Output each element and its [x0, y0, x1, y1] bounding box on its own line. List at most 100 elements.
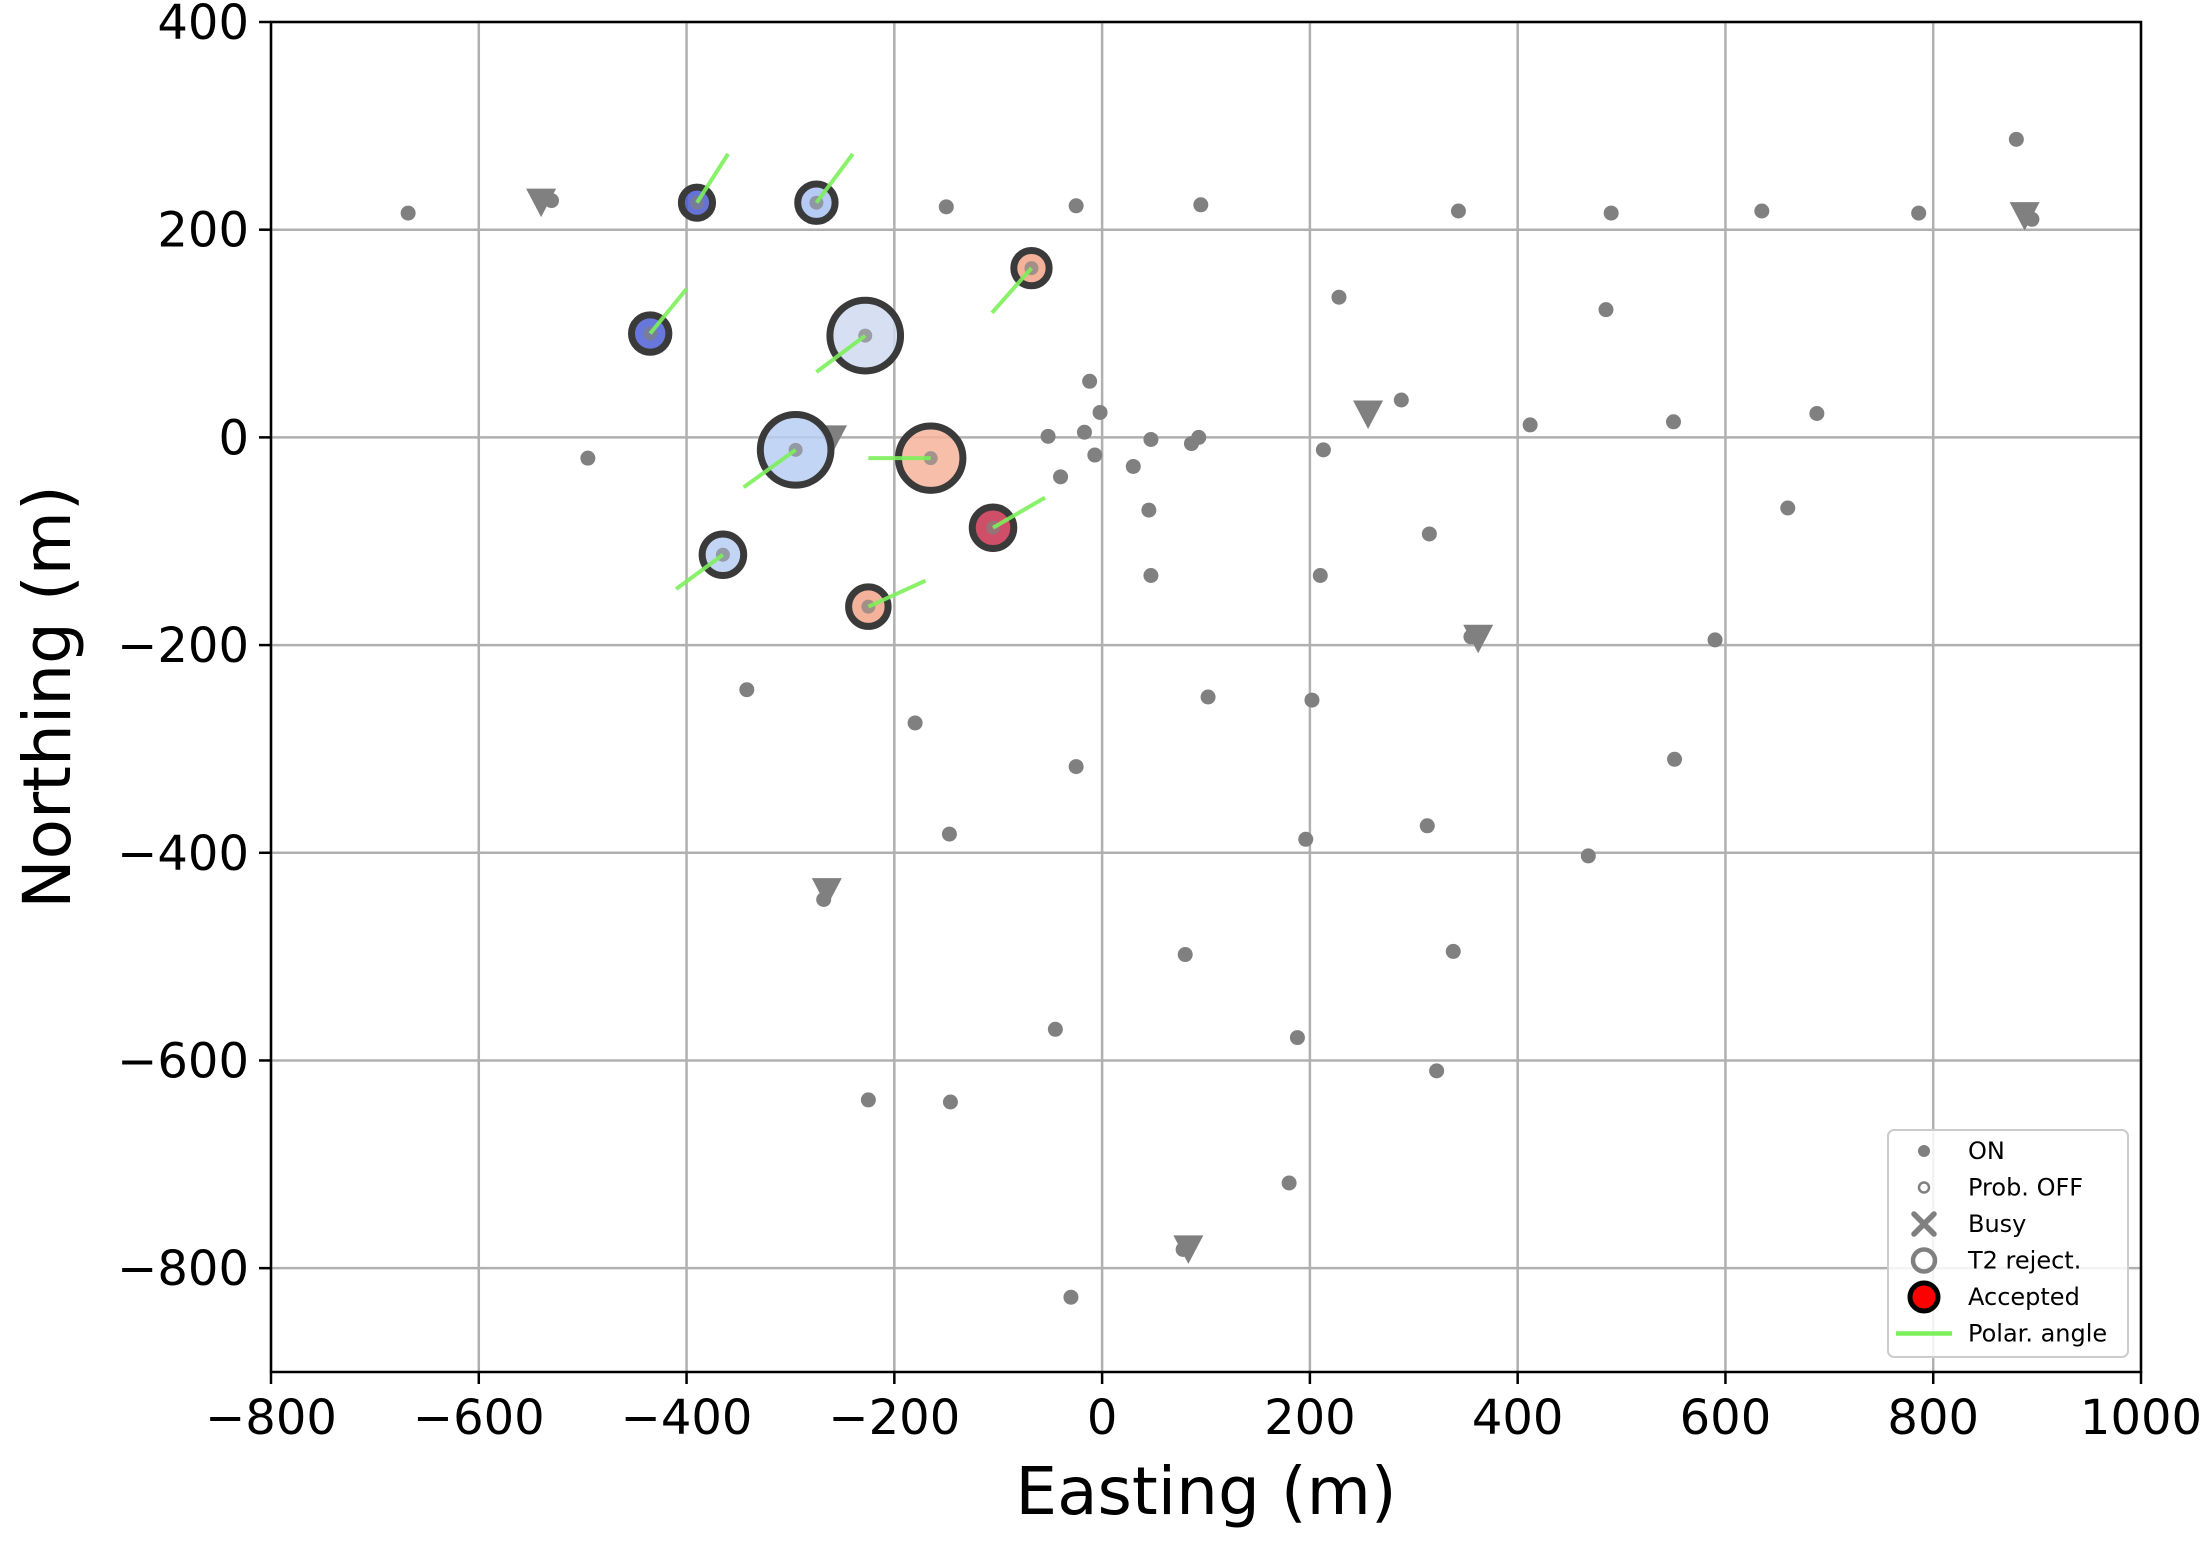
- station-on-point: [1393, 392, 1409, 408]
- station-on-point: [1068, 198, 1084, 214]
- legend-entry: Busy: [1911, 1210, 2026, 1238]
- x-tick-label: −600: [413, 1390, 545, 1446]
- station-on-point: [1298, 831, 1314, 847]
- station-triangle-marker: [526, 188, 557, 218]
- data-marks: [400, 131, 2040, 1305]
- station-on-point: [1092, 404, 1108, 420]
- x-tick-label: 1000: [2080, 1390, 2202, 1446]
- x-tick-label: −200: [828, 1390, 960, 1446]
- legend-label: Busy: [1968, 1210, 2026, 1238]
- station-on-point: [1200, 689, 1216, 705]
- station-on-point: [860, 1092, 876, 1108]
- station-on-point: [739, 682, 755, 698]
- station-on-point: [2008, 131, 2024, 147]
- polar-angle-line: [742, 448, 797, 489]
- station-triangle-marker: [1173, 1235, 1204, 1264]
- polar-angle-line: [815, 334, 867, 374]
- station-on-point: [400, 205, 416, 221]
- station-triangle-marker: [1463, 624, 1494, 654]
- station-on-point: [1598, 302, 1614, 318]
- legend-ring-symbol: [1917, 1181, 1931, 1194]
- station-on-point: [1445, 943, 1461, 959]
- legend-cross-symbol: [1911, 1211, 1937, 1237]
- y-tick-label: 200: [157, 203, 249, 259]
- y-axis-label: Northing (m): [9, 485, 86, 908]
- legend-ring-large-symbol: [1910, 1247, 1938, 1274]
- station-on-point: [1125, 458, 1141, 474]
- station-triangle-marker: [811, 878, 842, 907]
- station-on-point: [1809, 406, 1825, 421]
- x-axis-label: Easting (m): [1015, 1453, 1396, 1530]
- legend-accepted-symbol: [1907, 1280, 1941, 1314]
- station-on-point: [1911, 205, 1927, 221]
- station-on-point: [1421, 526, 1437, 542]
- polar-angle-line: [695, 152, 730, 204]
- station-on-point: [1082, 373, 1098, 389]
- station-on-point: [1087, 447, 1103, 463]
- x-tick-label: −400: [621, 1390, 753, 1446]
- x-tick-label: 200: [1264, 1390, 1356, 1446]
- y-tick-label: 400: [157, 0, 249, 51]
- x-tick-label: 800: [1887, 1390, 1979, 1446]
- legend-entry: Prob. OFF: [1917, 1174, 2083, 1202]
- station-on-point: [1667, 751, 1683, 767]
- station-on-point: [1522, 417, 1538, 433]
- y-tick-label: −400: [117, 826, 249, 882]
- station-on-point: [1281, 1175, 1297, 1191]
- station-on-point: [1754, 203, 1770, 219]
- legend-label: T2 reject.: [1967, 1247, 2081, 1275]
- station-on-point: [1315, 442, 1331, 458]
- station-triangle-marker: [1353, 400, 1384, 429]
- station-on-point: [1666, 414, 1681, 430]
- station-on-point: [1603, 205, 1619, 221]
- polar-angle-line: [814, 152, 855, 204]
- x-tick-label: 400: [1472, 1390, 1564, 1446]
- station-on-point: [1141, 502, 1157, 518]
- station-on-point: [1040, 428, 1056, 444]
- x-tick-label: 600: [1680, 1390, 1772, 1446]
- station-on-point: [1143, 568, 1159, 583]
- station-on-point: [1312, 568, 1328, 583]
- legend-label: ON: [1968, 1137, 2005, 1165]
- axis-ticks: −800 −600 −400 −200 0 200 400 600 800 1000 −800 −60…: [117, 0, 2202, 1446]
- x-tick-label: −800: [205, 1390, 337, 1446]
- station-on-point: [1289, 1030, 1305, 1046]
- legend-label: Prob. OFF: [1968, 1174, 2083, 1202]
- station-triangle-marker: [2009, 202, 2040, 231]
- legend-box: [1887, 1129, 2129, 1358]
- station-on-point: [1707, 632, 1723, 648]
- station-on-point: [1193, 197, 1209, 213]
- station-on-point: [580, 450, 596, 466]
- station-on-point: [942, 1094, 958, 1110]
- legend-label: Polar. angle: [1968, 1320, 2107, 1348]
- station-on-point: [1047, 1021, 1063, 1037]
- station-on-point: [907, 715, 923, 731]
- y-tick-label: −200: [117, 618, 249, 674]
- station-on-point: [1450, 203, 1466, 219]
- station-on-point: [1580, 848, 1596, 864]
- legend: ON Prob. OFF Busy T2 reject. Accepted Polar. …: [1887, 1129, 2129, 1358]
- station-on-point: [1068, 759, 1084, 775]
- y-tick-label: 0: [218, 410, 249, 466]
- station-on-point: [1780, 500, 1796, 516]
- legend-entry: Polar. angle: [1896, 1320, 2107, 1348]
- station-on-point: [1063, 1289, 1079, 1305]
- station-on-point: [1429, 1063, 1445, 1079]
- station-on-point: [1331, 289, 1347, 305]
- legend-label: Accepted: [1968, 1283, 2080, 1311]
- x-tick-label: 0: [1087, 1390, 1118, 1446]
- station-on-point: [1143, 431, 1159, 447]
- legend-entry: Accepted: [1907, 1280, 2080, 1314]
- polar-angle-line: [992, 495, 1046, 530]
- legend-dot-symbol: [1918, 1145, 1930, 1157]
- polar-angle-line: [648, 287, 689, 335]
- polar-angle-line: [867, 578, 927, 609]
- y-tick-label: −800: [117, 1241, 249, 1297]
- polar-angle-line: [990, 266, 1033, 315]
- station-on-point: [1053, 469, 1069, 485]
- station-on-point: [941, 826, 957, 842]
- station-on-point: [1076, 424, 1092, 440]
- legend-entry: ON: [1918, 1137, 2005, 1165]
